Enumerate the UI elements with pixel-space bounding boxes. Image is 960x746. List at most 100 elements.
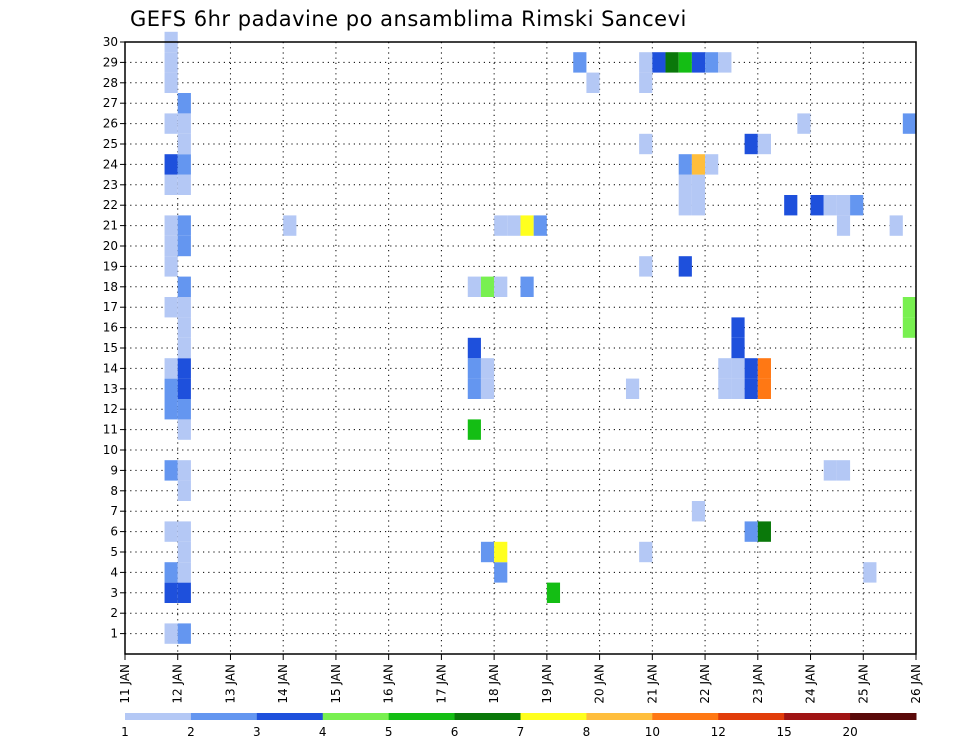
y-tick-label: 10 — [103, 443, 118, 457]
colorbar-label: 2 — [187, 725, 195, 739]
heatmap-cell — [902, 317, 916, 338]
x-tick-label: 20 JAN — [593, 664, 607, 704]
heatmap-cell — [177, 623, 191, 644]
heatmap-cell — [177, 521, 191, 542]
heatmap-cell — [639, 52, 653, 73]
heatmap-cell — [625, 378, 640, 399]
heatmap-cell — [784, 195, 798, 216]
heatmap-cell — [494, 215, 508, 236]
heatmap-cell — [810, 195, 824, 216]
colorbar-segment — [652, 713, 719, 720]
y-tick-label: 22 — [103, 198, 118, 212]
heatmap-cell — [665, 52, 679, 73]
heatmap-cell — [177, 154, 191, 175]
x-tick-label: 26 JAN — [909, 664, 923, 704]
colorbar-segment — [256, 713, 324, 720]
y-tick-label: 2 — [110, 606, 118, 620]
x-tick-label: 23 JAN — [751, 664, 765, 704]
colorbar-segment — [850, 713, 917, 720]
heatmap-cell — [678, 174, 692, 195]
y-tick-label: 25 — [103, 137, 118, 151]
heatmap-cell — [467, 276, 481, 297]
colorbar-segment — [454, 713, 521, 720]
heatmap-cell — [889, 215, 903, 236]
heatmap-cell — [467, 378, 481, 399]
y-tick-label: 6 — [110, 525, 118, 539]
colorbar-segment — [718, 713, 785, 720]
heatmap-cell — [836, 460, 851, 481]
x-tick-label: 19 JAN — [540, 664, 554, 704]
heatmap-cell — [639, 541, 653, 563]
heatmap-cell — [731, 337, 745, 359]
colorbar-segment — [322, 713, 390, 720]
heatmap-cell — [494, 562, 508, 583]
heatmap-cell — [546, 582, 561, 603]
x-tick-label: 13 JAN — [223, 664, 237, 704]
heatmap-cell — [467, 337, 481, 359]
heatmap-cell — [744, 358, 758, 379]
heatmap-cell — [902, 297, 916, 318]
heatmap-cell — [177, 358, 191, 379]
heatmap-cell — [164, 623, 178, 644]
heatmap-cell — [177, 133, 191, 155]
heatmap-cell — [586, 72, 600, 93]
heatmap-cell — [177, 317, 191, 338]
heatmap-cell — [757, 378, 771, 399]
heatmap-cell — [164, 378, 178, 399]
heatmap-cell — [177, 562, 191, 583]
colorbar-label: 4 — [319, 725, 327, 739]
y-tick-label: 4 — [110, 565, 118, 579]
heatmap-cell — [731, 317, 745, 338]
heatmap-cell — [164, 154, 178, 175]
x-tick-label: 15 JAN — [329, 664, 343, 704]
heatmap-cell — [177, 93, 191, 114]
heatmap-cell — [836, 195, 851, 216]
heatmap-cell — [718, 378, 732, 399]
colorbar-label: 6 — [451, 725, 459, 739]
heatmap-cell — [494, 541, 508, 563]
heatmap-cell — [164, 72, 178, 93]
y-tick-label: 12 — [103, 402, 118, 416]
heatmap-cell — [902, 113, 916, 134]
heatmap-cell — [283, 215, 297, 236]
heatmap-cell — [164, 256, 178, 277]
heatmap-cell — [164, 235, 178, 257]
y-tick-label: 14 — [103, 361, 118, 375]
y-tick-label: 13 — [103, 382, 118, 396]
heatmap-cell — [177, 419, 191, 440]
heatmap-cell — [691, 174, 706, 195]
heatmap-cell — [757, 521, 771, 542]
heatmap-cell — [177, 460, 191, 481]
heatmap-cell — [164, 358, 178, 379]
x-tick-label: 12 JAN — [171, 664, 185, 704]
heatmap-cell — [164, 460, 178, 481]
heatmap-cell — [718, 358, 732, 379]
heatmap-cell — [507, 215, 521, 236]
colorbar-segment — [388, 713, 456, 720]
y-tick-label: 3 — [110, 586, 118, 600]
colorbar-label: 12 — [711, 725, 726, 739]
y-tick-label: 19 — [103, 259, 118, 273]
y-tick-label: 20 — [103, 239, 118, 253]
heatmap-cell — [573, 52, 587, 73]
heatmap-cell — [678, 52, 692, 73]
x-tick-label: 18 JAN — [487, 664, 501, 704]
x-tick-label: 25 JAN — [856, 664, 870, 704]
heatmap-cell — [797, 113, 811, 134]
heatmap-cell — [744, 378, 758, 399]
heatmap-cell — [823, 195, 837, 216]
heatmap-cell — [164, 521, 178, 542]
heatmap-cell — [177, 378, 191, 399]
heatmap-cell — [164, 399, 178, 420]
heatmap-cell — [164, 113, 178, 134]
heatmap-cell — [164, 297, 178, 318]
heatmap-cell — [467, 358, 481, 379]
heatmap-cell — [639, 72, 653, 93]
x-tick-label: 17 JAN — [434, 664, 448, 704]
colorbar-label: 5 — [385, 725, 393, 739]
x-tick-label: 21 JAN — [645, 664, 659, 704]
heatmap-cell — [718, 52, 732, 73]
heatmap-cell — [494, 276, 508, 297]
